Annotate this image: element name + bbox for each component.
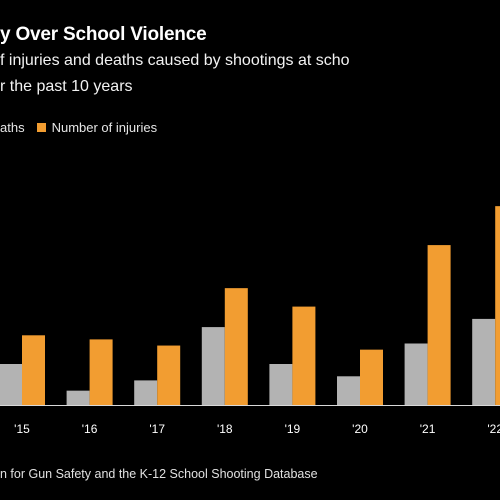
bar-deaths-3 [201,327,225,405]
x-tick-label-5: '20 [352,422,368,436]
bar-deaths-5 [337,376,360,405]
bar-injuries-5 [360,349,383,405]
chart-subtitle-line-2: r the past 10 years [0,78,133,95]
bar-deaths-1 [66,390,90,405]
bar-deaths-4 [269,364,293,405]
legend-label-injuries: Number of injuries [51,119,158,135]
chart-legend: aths Number of injuries [0,118,157,136]
bar-deaths-2 [134,380,158,405]
bar-deaths-6 [404,343,428,405]
chart-subtitle-line-1: f injuries and deaths caused by shooting… [0,52,350,69]
x-tick-label-1: '16 [82,422,98,436]
legend-item-injuries: Number of injuries [36,119,158,135]
chart-title: y Over School Violence [0,24,207,45]
bar-injuries-7 [495,206,500,405]
bar-injuries-3 [224,288,248,405]
bar-injuries-1 [89,339,113,405]
source-note: n for Gun Safety and the K-12 School Sho… [0,467,318,481]
bar-injuries-4 [292,306,316,405]
x-tick-label-6: '21 [420,422,436,436]
legend-item-deaths: aths [0,120,25,135]
bar-deaths-7 [472,318,496,405]
x-tick-label-4: '19 [285,422,301,436]
bar-injuries-0 [22,335,45,405]
x-tick-label-7: '22 [487,422,500,436]
legend-label-deaths: aths [0,119,25,135]
x-tick-label-3: '18 [217,422,233,436]
bar-injuries-6 [427,245,451,405]
bar-injuries-2 [157,345,181,405]
x-tick-label-0: '15 [14,422,30,436]
legend-swatch-injuries [36,122,46,132]
bar-deaths-0 [0,364,22,405]
x-tick-label-2: '17 [149,422,165,436]
